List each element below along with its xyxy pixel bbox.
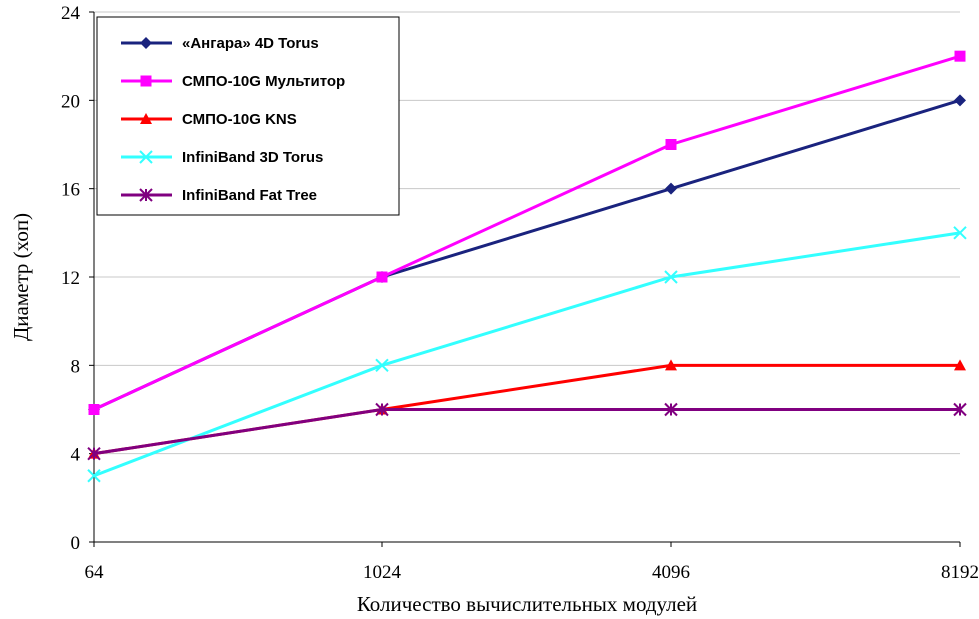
marker-square xyxy=(954,50,966,62)
marker-x-stroke xyxy=(139,150,153,164)
y-tick-label: 12 xyxy=(61,268,80,289)
marker-star xyxy=(664,402,678,417)
legend-label: СМПО-10G Мультитор xyxy=(182,73,345,90)
legend: «Ангара» 4D Torus СМПО-10G Мультитор СМПО-… xyxy=(96,16,400,216)
marker-triangle xyxy=(954,359,966,371)
marker-star xyxy=(139,188,153,202)
series-4 xyxy=(87,402,967,461)
marker-x-stroke xyxy=(375,358,389,373)
y-tick-labels: 0 4 8 12 16 20 24 xyxy=(61,3,81,554)
marker-square xyxy=(140,75,152,87)
x-tick-labels: 64 1024 4096 8192 xyxy=(85,562,979,583)
legend-label: InfiniBand 3D Torus xyxy=(182,149,323,166)
y-tick-label: 16 xyxy=(61,180,80,201)
y-tick-label: 24 xyxy=(61,3,81,24)
marker-x xyxy=(953,226,967,240)
y-tick-label: 0 xyxy=(71,533,81,554)
x-tick-label: 4096 xyxy=(652,562,690,583)
y-axis-title: Диаметр (хоп) xyxy=(9,213,33,341)
y-tick-label: 8 xyxy=(71,356,81,377)
marker-star xyxy=(375,402,389,417)
legend-label: «Ангара» 4D Torus xyxy=(182,35,319,52)
y-tick-label: 20 xyxy=(61,91,80,112)
legend-label: InfiniBand Fat Tree xyxy=(182,187,317,204)
series-3 xyxy=(87,226,967,483)
marker-x-stroke xyxy=(664,270,678,284)
series-group xyxy=(87,50,967,483)
x-tick-label: 1024 xyxy=(363,562,402,583)
marker-star xyxy=(953,402,967,417)
marker-x xyxy=(664,270,678,284)
marker-square xyxy=(88,404,100,415)
marker-x xyxy=(139,150,153,164)
x-tick-label: 64 xyxy=(85,562,105,583)
series-line xyxy=(93,231,961,478)
marker-diamond xyxy=(954,94,966,107)
marker-x-stroke xyxy=(953,226,967,240)
marker-diamond xyxy=(140,37,152,49)
marker-diamond xyxy=(665,182,677,195)
marker-x xyxy=(375,358,389,373)
series-1 xyxy=(88,50,966,415)
marker-star xyxy=(87,446,101,461)
marker-square xyxy=(376,271,388,283)
x-tick-label: 8192 xyxy=(941,562,979,583)
series-line xyxy=(93,408,960,456)
marker-x-stroke xyxy=(87,469,101,483)
marker-x xyxy=(87,469,101,483)
marker-triangle xyxy=(140,113,152,124)
y-tick-label: 4 xyxy=(71,445,81,466)
marker-square xyxy=(665,139,677,150)
series-line xyxy=(93,54,961,411)
legend-label: СМПО-10G KNS xyxy=(182,111,297,128)
marker-triangle xyxy=(665,359,677,371)
x-axis-title: Количество вычислительных модулей xyxy=(357,592,697,616)
